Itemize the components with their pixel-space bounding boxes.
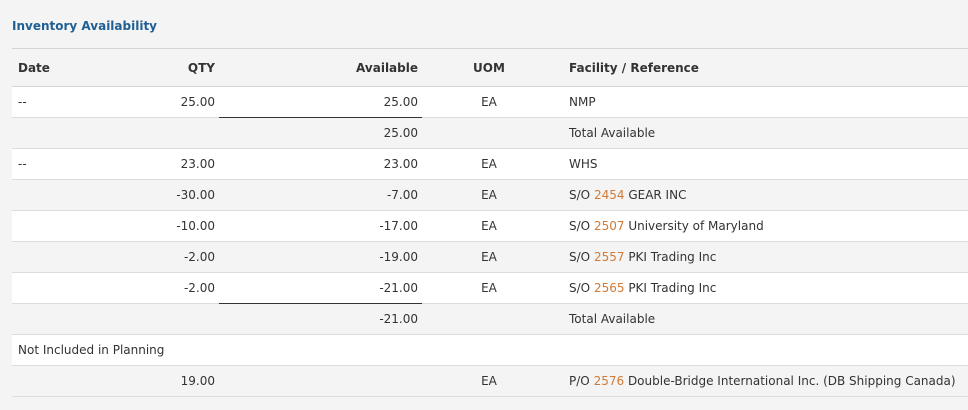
order-link[interactable]: 2576 [593,374,625,388]
table-row: -- 25.00 25.00 EA NMP [12,86,968,118]
cell-uom: EA [422,148,556,180]
cell-facility: NMP [556,86,968,118]
table-row: -10.00 -17.00 EA S/O 2507 University of … [12,210,968,242]
table-row: -2.00 -19.00 EA S/O 2557 PKI Trading Inc [12,241,968,273]
table-row: 19.00 EA P/O 2576 Double-Bridge Internat… [12,365,968,397]
cell-reference: S/O 2507 University of Maryland [556,210,968,242]
cell-date [12,303,92,335]
page-title: Inventory Availability [12,19,158,33]
cell-reference: S/O 2565 PKI Trading Inc [556,272,968,304]
cell-date [12,272,92,304]
cell-qty: -30.00 [92,179,219,211]
cell-qty: 25.00 [92,86,219,118]
cell-available: -7.00 [219,179,422,211]
cell-qty: 23.00 [92,148,219,180]
cell-uom: EA [422,365,556,397]
ref-name: PKI Trading Inc [628,281,717,295]
order-link[interactable]: 2557 [593,250,625,264]
cell-uom: EA [422,272,556,304]
ref-name: GEAR INC [628,188,687,202]
cell-reference: S/O 2454 GEAR INC [556,179,968,211]
cell-date [12,210,92,242]
cell-facility: Total Available [556,117,968,149]
cell-available: -21.00 [219,272,422,304]
cell-facility: Total Available [556,303,968,335]
table-row: -- 23.00 23.00 EA WHS [12,148,968,180]
header-uom: UOM [422,48,556,87]
cell-qty [92,303,219,335]
cell-available: -19.00 [219,241,422,273]
cell-uom: EA [422,210,556,242]
total-row: 25.00 Total Available [12,117,968,149]
ref-prefix: S/O [569,188,591,202]
cell-qty: 19.00 [92,365,219,397]
section-row: Not Included in Planning [12,334,968,366]
order-link[interactable]: 2454 [593,188,625,202]
cell-available: 23.00 [219,148,422,180]
ref-prefix: P/O [569,374,590,388]
cell-reference: P/O 2576 Double-Bridge International Inc… [556,365,968,397]
cell-available: -17.00 [219,210,422,242]
ref-name: PKI Trading Inc [628,250,717,264]
cell-available: 25.00 [219,86,422,118]
order-link[interactable]: 2507 [593,219,625,233]
total-row: -21.00 Total Available [12,303,968,335]
cell-available: 25.00 [219,117,422,149]
table-row: -30.00 -7.00 EA S/O 2454 GEAR INC [12,179,968,211]
cell-available: -21.00 [219,303,422,335]
cell-uom [422,303,556,335]
cell-qty [92,117,219,149]
ref-name: Double-Bridge International Inc. (DB Shi… [627,374,956,388]
cell-uom: EA [422,86,556,118]
table-header-row: Date QTY Available UOM Facility / Refere… [12,48,968,87]
cell-date [12,241,92,273]
ref-prefix: S/O [569,250,591,264]
cell-date: -- [12,86,92,118]
cell-date [12,365,92,397]
header-available: Available [219,48,422,87]
cell-uom: EA [422,179,556,211]
cell-uom: EA [422,241,556,273]
cell-facility: WHS [556,148,968,180]
cell-available [219,365,422,397]
cell-qty: -2.00 [92,272,219,304]
inventory-table: Date QTY Available UOM Facility / Refere… [12,48,968,397]
cell-qty: -2.00 [92,241,219,273]
header-facility: Facility / Reference [556,48,968,87]
cell-date [12,117,92,149]
cell-date: -- [12,148,92,180]
ref-prefix: S/O [569,281,591,295]
table-row: -2.00 -21.00 EA S/O 2565 PKI Trading Inc [12,272,968,304]
cell-reference: S/O 2557 PKI Trading Inc [556,241,968,273]
ref-name: University of Maryland [628,219,764,233]
header-date: Date [12,48,92,87]
cell-uom [422,117,556,149]
order-link[interactable]: 2565 [593,281,625,295]
ref-prefix: S/O [569,219,591,233]
header-qty: QTY [92,48,219,87]
section-label: Not Included in Planning [12,334,968,366]
cell-qty: -10.00 [92,210,219,242]
cell-date [12,179,92,211]
